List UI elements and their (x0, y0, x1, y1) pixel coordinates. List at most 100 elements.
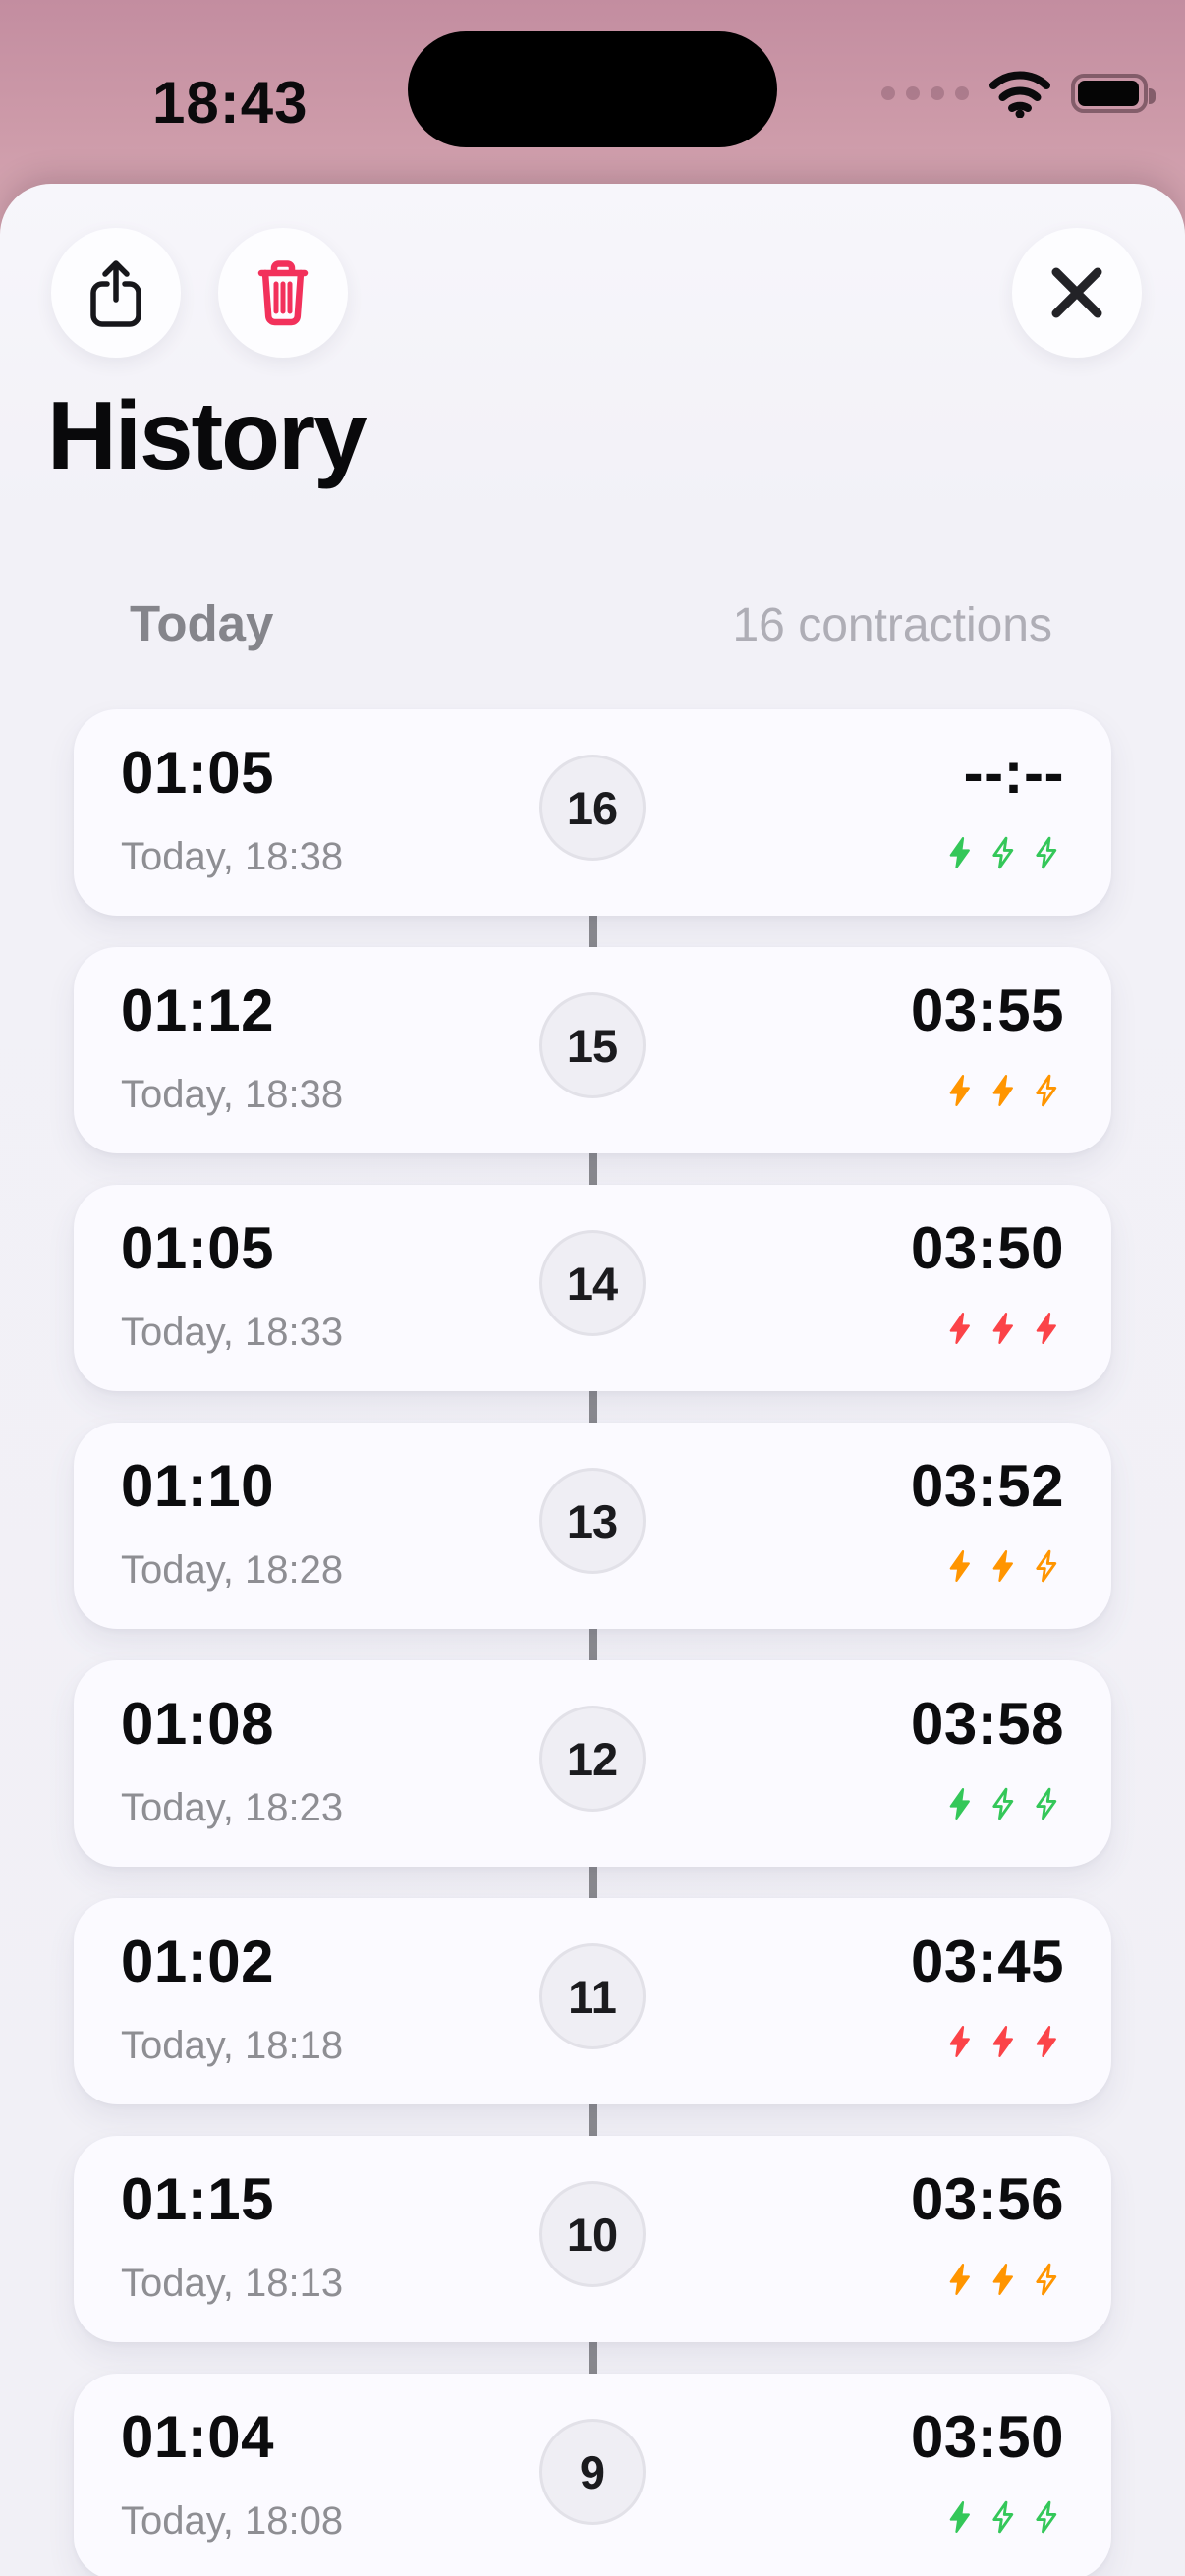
duration-label: 01:02 (121, 1929, 274, 1994)
date-label: Today, 18:23 (121, 1786, 344, 1829)
index-badge: 11 (539, 1943, 646, 2049)
bolt-filled-icon (992, 1312, 1013, 1345)
contraction-list: 01:05 Today, 18:38 16 --:-- 01:12 Today,… (74, 709, 1111, 2576)
section-header: Today 16 contractions (130, 594, 1052, 652)
bolt-filled-icon (992, 2263, 1013, 2296)
intensity-bolts (944, 2020, 1064, 2063)
intensity-bolts (944, 1069, 1064, 1112)
contraction-card[interactable]: 01:15 Today, 18:13 10 03:56 (74, 2136, 1111, 2342)
bolt-filled-icon (949, 836, 970, 869)
bolt-outline-icon (1036, 1549, 1057, 1583)
intensity-bolts (944, 1307, 1064, 1350)
bolt-outline-icon (992, 1787, 1014, 1820)
dynamic-island (408, 31, 777, 147)
index-badge: 13 (539, 1468, 646, 1574)
status-time: 18:43 (152, 70, 309, 136)
status-icons (881, 69, 1156, 118)
contraction-card[interactable]: 01:10 Today, 18:28 13 03:52 (74, 1423, 1111, 1629)
date-label: Today, 18:28 (121, 1548, 344, 1592)
bolt-filled-icon (949, 1549, 970, 1583)
intensity-bolts (944, 1544, 1064, 1588)
date-label: Today, 18:33 (121, 1311, 344, 1354)
connector-line (588, 1153, 597, 1185)
bolt-outline-icon (1036, 1787, 1057, 1820)
bolt-filled-icon (1036, 1312, 1056, 1345)
connector-line (588, 2104, 597, 2136)
section-count: 16 contractions (732, 599, 1052, 651)
bolt-filled-icon (949, 2263, 970, 2296)
bolt-outline-icon (1036, 2263, 1057, 2296)
index-badge: 16 (539, 755, 646, 861)
bolt-filled-icon (949, 1312, 970, 1345)
interval-label: 03:55 (911, 978, 1064, 1043)
trash-icon (257, 260, 309, 326)
list-row: 01:02 Today, 18:18 11 03:45 (74, 1867, 1111, 2104)
list-row: 01:05 Today, 18:38 16 --:-- (74, 709, 1111, 916)
intensity-bolts (944, 1782, 1064, 1825)
contraction-card[interactable]: 01:12 Today, 18:38 15 03:55 (74, 947, 1111, 1153)
list-row: 01:12 Today, 18:38 15 03:55 (74, 916, 1111, 1153)
index-badge: 12 (539, 1706, 646, 1812)
cellular-signal-icon (881, 86, 969, 100)
close-icon (1051, 267, 1102, 318)
date-label: Today, 18:13 (121, 2262, 344, 2305)
duration-label: 01:12 (121, 978, 274, 1043)
bolt-outline-icon (1036, 836, 1057, 869)
index-badge: 14 (539, 1230, 646, 1336)
bolt-outline-icon (992, 2500, 1014, 2534)
history-sheet: History Today 16 contractions 01:05 Toda… (0, 184, 1185, 2576)
battery-icon (1071, 74, 1156, 113)
index-badge: 10 (539, 2181, 646, 2287)
date-label: Today, 18:38 (121, 835, 344, 878)
bolt-filled-icon (949, 2025, 970, 2058)
contraction-card[interactable]: 01:02 Today, 18:18 11 03:45 (74, 1898, 1111, 2104)
interval-label: 03:58 (911, 1691, 1064, 1757)
page-title: History (47, 381, 367, 489)
close-button[interactable] (1012, 228, 1142, 358)
duration-label: 01:04 (121, 2404, 274, 2470)
list-row: 01:05 Today, 18:33 14 03:50 (74, 1153, 1111, 1391)
wifi-icon (989, 71, 1050, 118)
status-bar: 18:43 (0, 0, 1185, 157)
connector-line (588, 2342, 597, 2374)
duration-label: 01:05 (121, 740, 274, 806)
bolt-filled-icon (949, 1074, 970, 1107)
intensity-bolts (944, 831, 1064, 874)
share-button[interactable] (51, 228, 181, 358)
intensity-bolts (944, 2258, 1064, 2301)
bolt-outline-icon (1036, 1074, 1057, 1107)
bolt-filled-icon (992, 2025, 1013, 2058)
connector-line (588, 1867, 597, 1898)
index-badge: 15 (539, 992, 646, 1098)
interval-label: 03:50 (911, 2404, 1064, 2470)
bolt-filled-icon (992, 1074, 1013, 1107)
interval-label: 03:50 (911, 1215, 1064, 1281)
bolt-outline-icon (992, 836, 1014, 869)
bolt-outline-icon (1036, 2500, 1057, 2534)
contraction-card[interactable]: 01:04 Today, 18:08 9 03:50 (74, 2374, 1111, 2576)
duration-label: 01:15 (121, 2166, 274, 2232)
section-label: Today (130, 595, 274, 651)
interval-label: 03:52 (911, 1453, 1064, 1519)
list-row: 01:04 Today, 18:08 9 03:50 (74, 2342, 1111, 2576)
intensity-bolts (944, 2495, 1064, 2539)
bolt-filled-icon (949, 1787, 970, 1820)
share-icon (90, 260, 141, 327)
index-badge: 9 (539, 2419, 646, 2525)
duration-label: 01:08 (121, 1691, 274, 1757)
interval-label: 03:56 (911, 2166, 1064, 2232)
date-label: Today, 18:08 (121, 2499, 344, 2543)
connector-line (588, 916, 597, 947)
connector-line (588, 1629, 597, 1660)
duration-label: 01:10 (121, 1453, 274, 1519)
list-row: 01:15 Today, 18:13 10 03:56 (74, 2104, 1111, 2342)
list-row: 01:10 Today, 18:28 13 03:52 (74, 1391, 1111, 1629)
list-row: 01:08 Today, 18:23 12 03:58 (74, 1629, 1111, 1867)
contraction-card[interactable]: 01:05 Today, 18:38 16 --:-- (74, 709, 1111, 916)
connector-line (588, 1391, 597, 1423)
contraction-card[interactable]: 01:05 Today, 18:33 14 03:50 (74, 1185, 1111, 1391)
delete-button[interactable] (218, 228, 348, 358)
interval-label: 03:45 (911, 1929, 1064, 1994)
contraction-card[interactable]: 01:08 Today, 18:23 12 03:58 (74, 1660, 1111, 1867)
